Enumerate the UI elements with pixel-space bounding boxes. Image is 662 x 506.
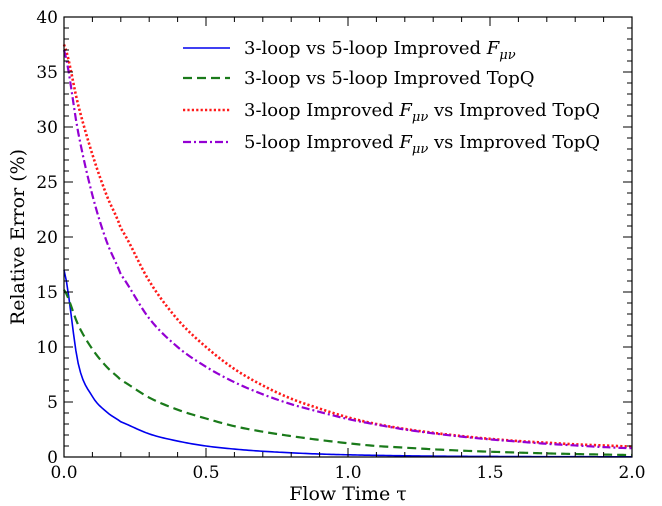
legend-label-4: 5-loop Improved Fμν vs Improved TopQ: [244, 132, 600, 157]
y-tick-label: 20: [36, 228, 58, 248]
legend-label-3: 3-loop Improved Fμν vs Improved TopQ: [244, 100, 600, 125]
y-axis-title: Relative Error (%): [7, 149, 29, 325]
x-axis-title: Flow Time τ: [289, 483, 407, 505]
y-tick-label: 25: [36, 173, 58, 193]
y-tick-label: 40: [36, 8, 58, 28]
x-tick-label: 0.5: [192, 463, 219, 483]
x-tick-label: 1.0: [334, 463, 361, 483]
ticks-layer: 0.0 0.5 1.0 1.5 2.0 0 5 10 15 20 25 30 35 40: [36, 8, 645, 483]
y-tick-label: 30: [36, 118, 58, 138]
y-tick-label: 5: [47, 393, 58, 413]
y-tick-label: 15: [36, 283, 58, 303]
series-line-1: [63, 269, 632, 458]
legend: 3-loop vs 5-loop Improved Fμν 3-loop vs 5…: [183, 38, 600, 157]
series-line-4: [62, 49, 633, 450]
legend-label-1: 3-loop vs 5-loop Improved Fμν: [244, 38, 516, 63]
series-line-2: [63, 289, 633, 457]
series-line-3: [62, 44, 633, 448]
x-tick-label: 2.0: [618, 463, 645, 483]
legend-label-2: 3-loop vs 5-loop Improved TopQ: [244, 68, 534, 89]
y-tick-label: 10: [36, 338, 58, 358]
y-tick-label: 0: [47, 448, 58, 468]
x-tick-label: 1.5: [476, 463, 503, 483]
y-tick-label: 35: [36, 63, 58, 83]
x-tick-label: 0.0: [50, 463, 77, 483]
